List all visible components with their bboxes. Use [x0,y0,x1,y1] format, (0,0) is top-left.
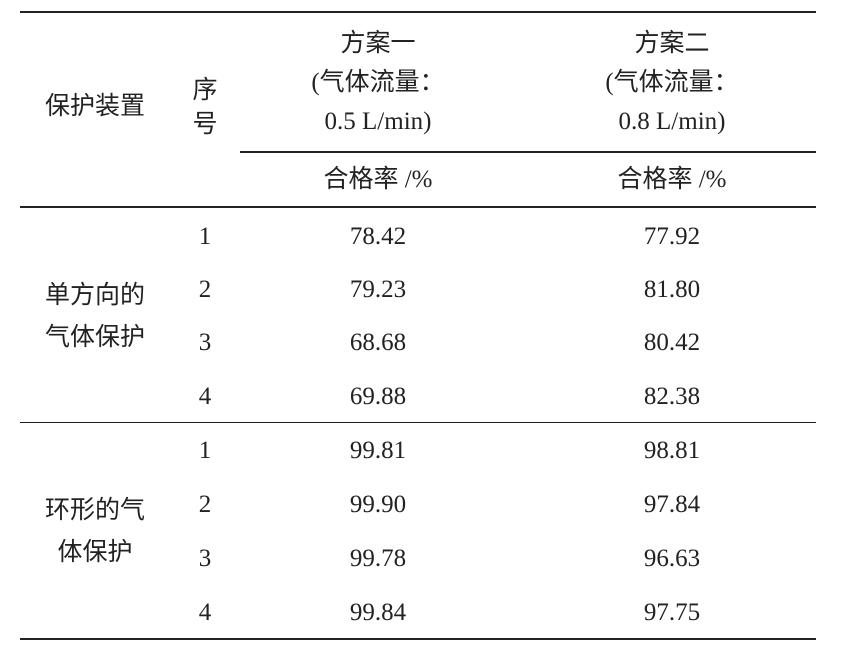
scheme-header: (气体流量： [605,69,739,96]
group-label: 单方向的 [44,282,146,309]
value-cell: 97.75 [643,599,701,626]
value-cell: 81.80 [643,276,701,303]
value-cell: 99.78 [349,545,407,572]
scheme-rule [240,151,816,153]
group-label: 体保护 [57,539,133,566]
seq-header: 序 [192,77,218,104]
scheme-header: 方案二 [634,30,710,57]
seq-cell: 4 [198,383,212,410]
seq-cell: 2 [198,491,212,518]
value-cell: 77.92 [643,223,701,250]
value-cell: 99.84 [349,599,407,626]
seq-cell: 1 [198,437,212,464]
bottom-rule [20,638,816,640]
scheme-header: (气体流量： [311,69,445,96]
seq-header: 号 [192,111,218,138]
value-cell: 78.42 [349,223,407,250]
device-header: 保护装置 [44,93,146,120]
scheme-header: 0.8 L/min) [618,108,726,135]
seq-cell: 4 [198,599,212,626]
value-cell: 99.81 [349,437,407,464]
group-rule [20,422,816,423]
value-cell: 79.23 [349,276,407,303]
group-label: 气体保护 [44,324,146,351]
seq-cell: 3 [198,329,212,356]
value-cell: 99.90 [349,491,407,518]
value-cell: 98.81 [643,437,701,464]
value-cell: 80.42 [643,329,701,356]
seq-cell: 1 [198,223,212,250]
unit-header: 合格率 /% [323,166,433,193]
value-cell: 68.68 [349,329,407,356]
value-cell: 96.63 [643,545,701,572]
seq-cell: 3 [198,545,212,572]
header-rule [20,206,816,208]
top-rule [20,11,816,13]
value-cell: 69.88 [349,383,407,410]
value-cell: 82.38 [643,383,701,410]
scheme-header: 0.5 L/min) [324,108,432,135]
seq-cell: 2 [198,276,212,303]
scheme-header: 方案一 [340,30,416,57]
unit-header: 合格率 /% [617,166,727,193]
group-label: 环形的气 [44,497,146,524]
value-cell: 97.84 [643,491,701,518]
